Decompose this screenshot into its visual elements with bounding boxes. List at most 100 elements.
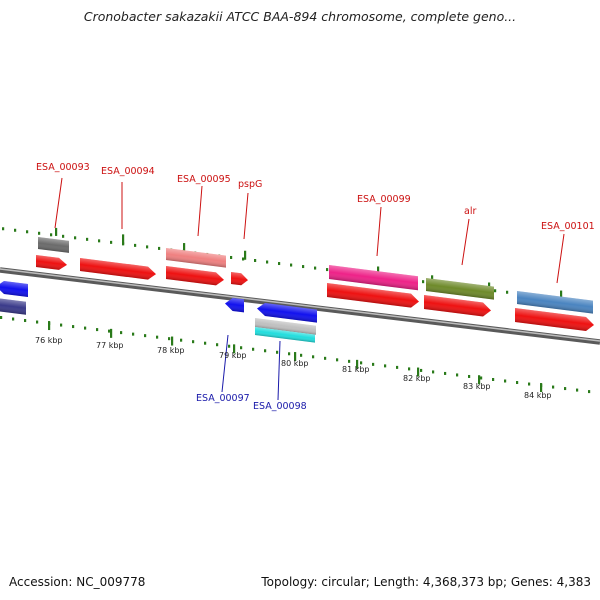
track-dot (300, 353, 303, 357)
track-dot (24, 319, 27, 323)
leader-line (221, 334, 229, 393)
accession-text: Accession: NC_009778 (9, 575, 146, 589)
gene-labels: ESA_00093 ESA_00094 ESA_00095 pspG ESA_00099… (36, 162, 595, 412)
track-dot (564, 387, 567, 391)
major-tick (244, 250, 247, 260)
backbone (0, 267, 600, 345)
cds-101 (515, 308, 594, 331)
silver-feature-98 (255, 318, 316, 335)
leader-line (277, 340, 281, 401)
track-dot (432, 370, 435, 374)
track-dot (110, 240, 113, 244)
backbone-line (0, 267, 600, 345)
major-tick (540, 383, 543, 393)
track-dot (290, 263, 293, 267)
track-dot (552, 385, 555, 389)
track-dot (192, 340, 195, 344)
major-tick (478, 375, 481, 385)
track-dot (50, 233, 53, 237)
major-tick (183, 243, 186, 253)
track-dot (228, 344, 231, 348)
track-dot (422, 280, 425, 284)
track-dot (0, 316, 3, 319)
feature-track (0, 237, 594, 343)
track-dot (492, 377, 495, 381)
scale-label: 81 kbp (342, 365, 370, 374)
major-tick (356, 359, 359, 369)
inner-tick-track (0, 316, 591, 394)
gene-label: ESA_00093 (36, 162, 90, 173)
track-dot (516, 381, 519, 385)
scale-label: 82 kbp (403, 374, 431, 383)
track-dot (132, 332, 135, 336)
major-tick (55, 227, 58, 236)
track-dot (480, 376, 483, 380)
track-dot (120, 331, 123, 335)
track-dot (230, 255, 233, 259)
track-dot (588, 390, 591, 394)
track-dot (276, 350, 279, 354)
cds-alr (424, 295, 491, 317)
track-dot (134, 243, 137, 247)
major-tick (48, 321, 51, 331)
track-dot (528, 382, 531, 386)
track-dot (144, 334, 147, 338)
gene-label: pspG (238, 179, 262, 190)
leader-line (461, 218, 470, 266)
track-dot (312, 355, 315, 359)
track-dot (360, 361, 363, 365)
map-title: Cronobacter sakazakii ATCC BAA-894 chrom… (83, 9, 517, 24)
track-dot (576, 388, 579, 392)
track-dot (12, 317, 15, 321)
blue-cds-left (0, 281, 28, 298)
scale-label: 76 kbp (35, 336, 63, 345)
track-dot (38, 231, 41, 235)
track-dot (36, 320, 39, 324)
track-dot (408, 367, 411, 371)
magenta-feature-99 (329, 265, 418, 291)
track-dot (204, 341, 207, 345)
backbone-highlight (0, 268, 600, 342)
cds-95 (166, 266, 224, 286)
track-dot (108, 329, 111, 333)
major-tick (110, 328, 113, 338)
track-dot (158, 246, 161, 250)
track-dot (146, 245, 149, 249)
topology-info-text: Topology: circular; Length: 4,368,373 bp… (261, 575, 591, 589)
track-dot (372, 362, 375, 366)
track-dot (72, 325, 75, 329)
scale-label: 84 kbp (524, 391, 552, 400)
scale-label: 78 kbp (157, 346, 185, 355)
track-dot (180, 338, 183, 342)
track-dot (336, 358, 339, 362)
major-tick (171, 336, 174, 346)
track-dot (396, 365, 399, 369)
gene-label: ESA_00094 (101, 166, 155, 177)
track-dot (240, 346, 243, 350)
major-tick (560, 290, 563, 300)
major-tick (294, 352, 297, 362)
track-dot (266, 260, 269, 264)
cds-94 (80, 258, 156, 280)
gene-label: ESA_00097 (196, 393, 250, 404)
track-dot (326, 268, 329, 272)
major-tick (233, 344, 236, 354)
track-dot (252, 347, 255, 351)
track-dot (302, 265, 305, 269)
track-dot (242, 257, 245, 261)
track-dot (168, 337, 171, 341)
track-dot (468, 374, 471, 378)
track-dot (26, 230, 29, 234)
major-tick (417, 367, 420, 377)
gene-label: ESA_00095 (177, 174, 231, 185)
leader-line (556, 233, 565, 284)
track-dot (444, 371, 447, 375)
track-dot (278, 262, 281, 266)
blue-cds-98 (257, 303, 317, 323)
track-dot (98, 239, 101, 243)
track-dot (14, 228, 17, 232)
leader-line (197, 185, 203, 237)
gene-label: ESA_00099 (357, 194, 411, 205)
scale-label: 83 kbp (463, 382, 491, 391)
